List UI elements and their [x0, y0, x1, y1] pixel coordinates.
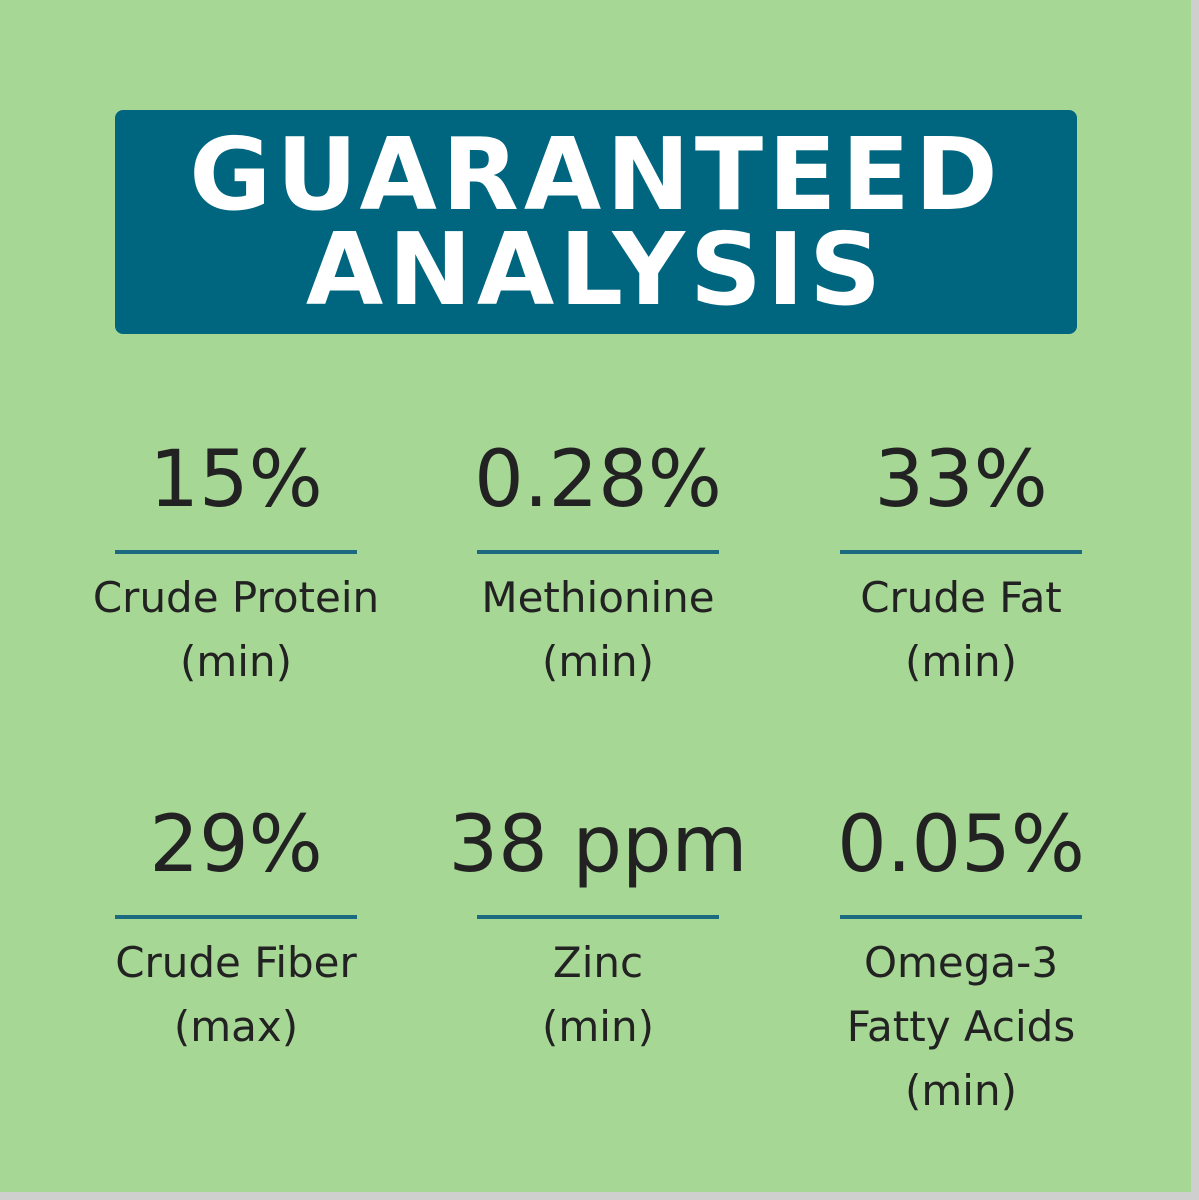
- item-label: Crude Fiber (max): [56, 931, 416, 1059]
- divider: [477, 915, 719, 919]
- title-banner: GUARANTEED ANALYSIS: [115, 110, 1077, 334]
- label-line: Crude Fat: [860, 573, 1062, 622]
- label-line: Methionine: [481, 573, 715, 622]
- item-value: 0.28%: [474, 435, 722, 525]
- analysis-item: 0.28% Methionine (min): [418, 440, 778, 694]
- analysis-item: 0.05% Omega-3 Fatty Acids (min): [781, 805, 1141, 1123]
- label-line: (min): [542, 1002, 654, 1051]
- title-line: ANALYSIS: [305, 211, 887, 328]
- item-label: Crude Protein (min): [56, 566, 416, 694]
- title-line: GUARANTEED: [189, 116, 1003, 233]
- analysis-item: 38 ppm Zinc (min): [418, 805, 778, 1059]
- analysis-item: 15% Crude Protein (min): [56, 440, 416, 694]
- divider: [115, 550, 357, 554]
- label-line: (max): [173, 1002, 299, 1051]
- item-value: 33%: [874, 435, 1048, 525]
- label-line: (min): [905, 637, 1017, 686]
- item-label: Omega-3 Fatty Acids (min): [781, 931, 1141, 1123]
- divider: [840, 915, 1082, 919]
- analysis-item: 33% Crude Fat (min): [781, 440, 1141, 694]
- label-line: Crude Protein: [92, 573, 380, 622]
- item-value: 29%: [149, 800, 323, 890]
- item-value: 0.05%: [837, 800, 1085, 890]
- item-label: Zinc (min): [418, 931, 778, 1059]
- analysis-item: 29% Crude Fiber (max): [56, 805, 416, 1059]
- label-line: (min): [542, 637, 654, 686]
- item-label: Crude Fat (min): [781, 566, 1141, 694]
- divider: [115, 915, 357, 919]
- label-line: Zinc: [552, 938, 644, 987]
- label-line: Fatty Acids: [846, 1002, 1076, 1051]
- label-line: (min): [180, 637, 292, 686]
- item-value: 38 ppm: [448, 800, 748, 890]
- item-value: 15%: [149, 435, 323, 525]
- item-label: Methionine (min): [418, 566, 778, 694]
- label-line: Crude Fiber: [115, 938, 357, 987]
- divider: [840, 550, 1082, 554]
- label-line: Omega-3: [863, 938, 1059, 987]
- label-line: (min): [905, 1066, 1017, 1115]
- divider: [477, 550, 719, 554]
